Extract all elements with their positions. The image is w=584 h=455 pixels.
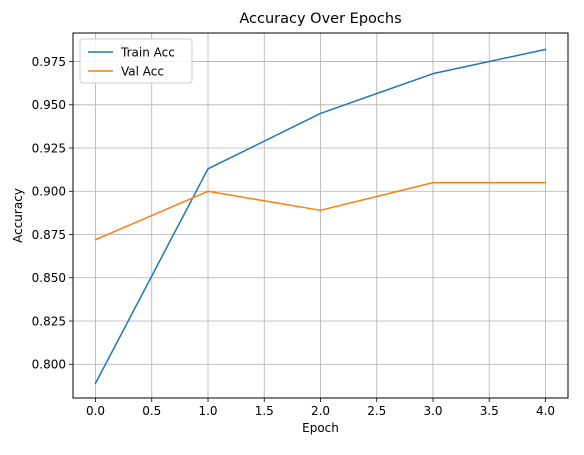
x-tick-label: 0.0 — [86, 404, 105, 418]
x-tick-label: 3.5 — [480, 404, 499, 418]
y-tick-label: 0.800 — [32, 358, 66, 372]
legend: Train Acc Val Acc — [80, 39, 192, 83]
y-tick-label: 0.950 — [32, 98, 66, 112]
y-tick-label: 0.850 — [32, 271, 66, 285]
x-tick-label: 2.5 — [367, 404, 386, 418]
y-axis-label: Accuracy — [11, 188, 25, 243]
legend-label: Val Acc — [121, 64, 164, 78]
chart-title: Accuracy Over Epochs — [239, 11, 401, 27]
x-tick-label: 4.0 — [536, 404, 555, 418]
x-tick-label: 2.0 — [311, 404, 330, 418]
y-tick-label: 0.825 — [32, 314, 66, 328]
y-tick-label: 0.875 — [32, 228, 66, 242]
x-tick-label: 1.5 — [255, 404, 274, 418]
x-tick-label: 1.0 — [198, 404, 217, 418]
x-tick-label: 0.5 — [142, 404, 161, 418]
x-axis-label: Epoch — [302, 421, 339, 435]
x-tick-label: 3.0 — [423, 404, 442, 418]
legend-label: Train Acc — [120, 45, 175, 59]
y-tick-label: 0.925 — [32, 141, 66, 155]
y-tick-label: 0.975 — [32, 55, 66, 69]
y-tick-label: 0.900 — [32, 185, 66, 199]
